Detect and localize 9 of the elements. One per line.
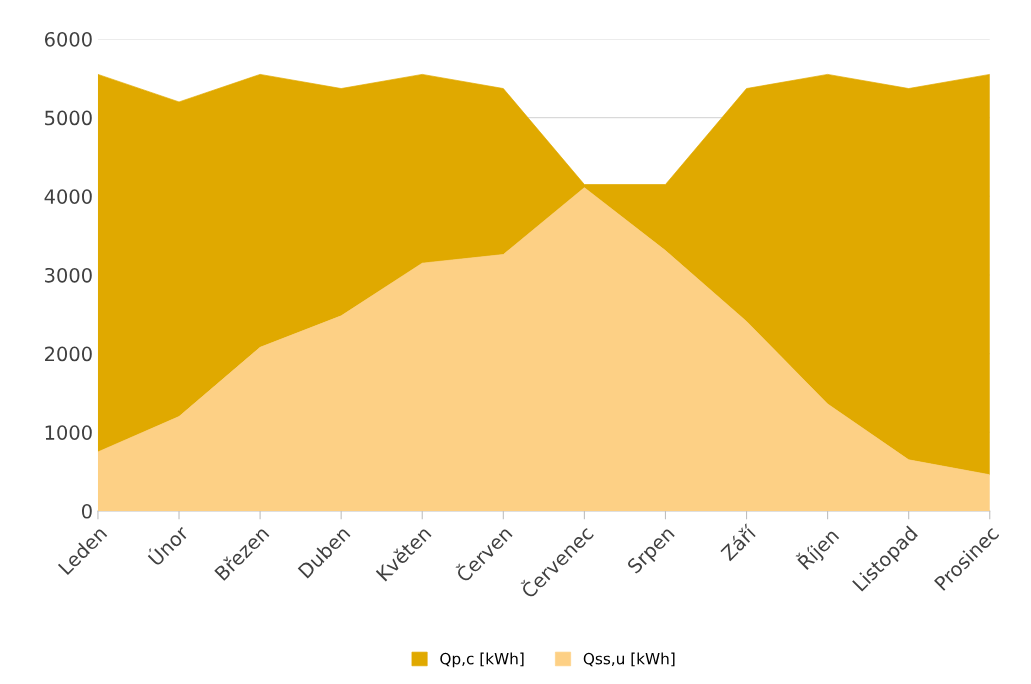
y-tick-label: 1000 bbox=[45, 425, 92, 440]
y-tick-label: 2000 bbox=[45, 346, 92, 362]
y-tick-label: 4000 bbox=[44, 189, 92, 204]
y-tick-label: 5000 bbox=[45, 110, 92, 126]
legend-label: Qp,c [kWh] bbox=[440, 652, 524, 668]
y-tick-label: 0 bbox=[81, 503, 92, 519]
y-tick-label: 3000 bbox=[45, 267, 92, 283]
y-tick-label: 6000 bbox=[44, 31, 92, 47]
legend-label: Qss,u [kWh] bbox=[583, 652, 675, 667]
